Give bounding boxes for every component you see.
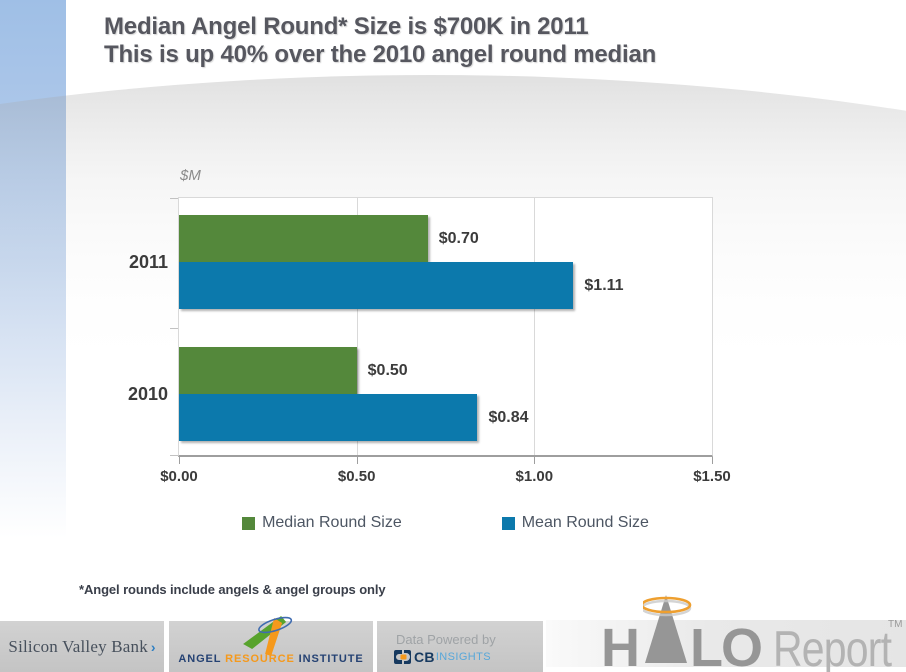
trademark-symbol: TM	[888, 619, 903, 630]
legend-label: Median Round Size	[262, 514, 402, 531]
legend-swatch	[501, 516, 515, 530]
x-tick-label: $0.50	[337, 468, 376, 485]
legend-label: Mean Round Size	[521, 514, 649, 531]
cb-text: CB	[414, 649, 435, 665]
ari-word-resource: RESOURCE	[225, 653, 295, 665]
gridline	[534, 198, 536, 455]
ari-blades-icon	[243, 616, 293, 656]
legend-item: Median Round Size	[242, 514, 402, 532]
x-axis-tick	[356, 457, 358, 464]
bar	[179, 215, 428, 262]
halo-report-text: Report	[773, 621, 892, 672]
footnote: *Angel rounds include angels & angel gro…	[79, 582, 386, 597]
x-tick-label: $0.00	[160, 468, 198, 485]
x-axis-tick	[712, 457, 713, 464]
bar	[179, 347, 357, 394]
category-label: 2011	[128, 252, 168, 272]
category-label: 2010	[127, 384, 168, 404]
legend-swatch	[242, 516, 256, 530]
legend: Median Round Size Mean Round Size	[178, 514, 713, 532]
value-label: $1.11	[584, 277, 624, 294]
ari-word-angel: ANGEL	[178, 653, 226, 665]
halo-a-icon	[643, 595, 692, 663]
halo-letter-h: H	[601, 618, 640, 672]
y-axis-tick	[170, 198, 178, 199]
halo-report-logo: H LO Report TM	[601, 593, 906, 672]
x-tick-label: $1.00	[515, 468, 554, 485]
legend-item: Mean Round Size	[501, 514, 649, 532]
slide-title-line1: Median Angel Round* Size is $700K in 201…	[104, 13, 589, 40]
x-tick-label: $1.50	[693, 468, 731, 485]
chart: $M $0.70 $1.11 $0.50 $0.84 $0.00 $0.50 $1.00 $…	[128, 167, 731, 485]
insights-text: INSIGHTS	[435, 651, 491, 663]
x-axis-tick	[534, 457, 536, 464]
plot-area: $0.70 $1.11 $0.50 $0.84	[178, 197, 713, 457]
value-label: $0.70	[438, 230, 479, 247]
cb-insights-icon	[394, 650, 411, 664]
ari-wordmark: ANGEL RESOURCE INSTITUTE	[169, 653, 373, 665]
halo-report-band	[546, 620, 906, 667]
value-label: $0.84	[488, 409, 529, 426]
axis-unit-label: $M	[180, 167, 201, 184]
x-axis-tick	[179, 457, 180, 464]
left-accent-strip	[0, 0, 66, 585]
halo-letters-lo: LO	[690, 618, 763, 672]
gridline	[356, 198, 358, 455]
bar	[179, 394, 478, 441]
slide-title: Median Angel Round* Size is $700K in 201…	[104, 13, 656, 69]
ari-word-institute: INSTITUTE	[294, 653, 364, 665]
data-powered-by-label: Data Powered by	[396, 632, 496, 647]
value-label: $0.50	[367, 362, 408, 379]
slide-title-line2: This is up 40% over the 2010 angel round…	[104, 41, 657, 68]
cb-insights-logo: Data Powered by CB INSIGHTS	[377, 621, 543, 672]
angel-resource-institute-logo: ANGEL RESOURCE INSTITUTE	[169, 616, 373, 672]
y-axis-tick	[170, 455, 178, 456]
cb-insights-wordmark: CB INSIGHTS	[394, 649, 491, 665]
silicon-valley-bank-text: Silicon Valley Bank	[8, 636, 148, 656]
y-axis-tick	[170, 328, 178, 329]
chevron-right-icon: ›	[150, 638, 156, 655]
silicon-valley-bank-logo: Silicon Valley Bank ›	[0, 621, 164, 672]
bar	[179, 262, 574, 309]
